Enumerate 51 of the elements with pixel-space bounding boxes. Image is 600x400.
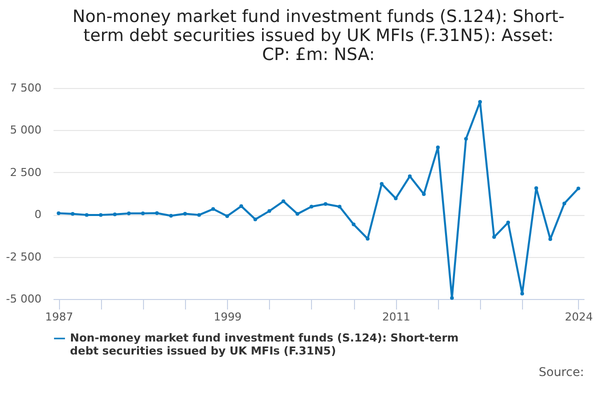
point: [155, 211, 159, 215]
y-tick-label: 5 000: [10, 124, 42, 137]
point: [183, 212, 187, 216]
point: [112, 212, 117, 216]
point: [296, 212, 300, 216]
point: [267, 209, 272, 213]
point: [239, 204, 244, 208]
point: [324, 202, 328, 206]
legend-label: Non-money market fund investment funds (S.124): Short-term debt securities issued by UK MFIs (F.31N5): [70, 332, 459, 358]
point: [282, 199, 286, 204]
point: [84, 213, 89, 217]
y-tick-label: 2 500: [10, 166, 42, 179]
point: [56, 211, 60, 216]
point: [211, 207, 216, 211]
point: [562, 202, 566, 206]
point: [492, 235, 496, 239]
point: [98, 213, 103, 217]
source-note: Source:: [538, 365, 584, 379]
point: [126, 212, 131, 216]
point: [169, 214, 173, 218]
point: [352, 222, 356, 226]
point: [394, 196, 398, 200]
point: [408, 174, 412, 178]
point: [436, 146, 440, 150]
y-tick-label: 7 500: [10, 82, 42, 94]
y-tick-label: -2 500: [6, 250, 42, 264]
point: [310, 204, 314, 209]
point: [478, 100, 482, 104]
x-tick-label: 1987: [45, 310, 74, 324]
point: [520, 292, 524, 296]
x-tick-label: 2011: [382, 310, 410, 324]
chart-title: Non-money market fund investment funds (S.124): Short-term debt securities issued by UK MFIs (F.31N5): Asset: CP: £m: NSA:: [72, 7, 564, 65]
point: [506, 220, 510, 224]
point: [380, 182, 384, 186]
point: [141, 212, 145, 216]
point: [576, 186, 580, 190]
point: [422, 192, 426, 196]
y-tick-label: 0: [34, 208, 42, 222]
point: [253, 217, 258, 222]
point: [548, 237, 552, 241]
point: [70, 212, 75, 216]
point: [366, 236, 370, 241]
point: [197, 213, 201, 217]
point: [534, 186, 538, 190]
y-tick-label: -5 000: [6, 292, 42, 306]
x-tick-label: 2024: [564, 310, 593, 324]
point: [225, 214, 230, 218]
point: [338, 204, 342, 209]
point: [450, 296, 454, 300]
point: [464, 136, 468, 141]
x-tick-label: 1999: [214, 310, 242, 324]
